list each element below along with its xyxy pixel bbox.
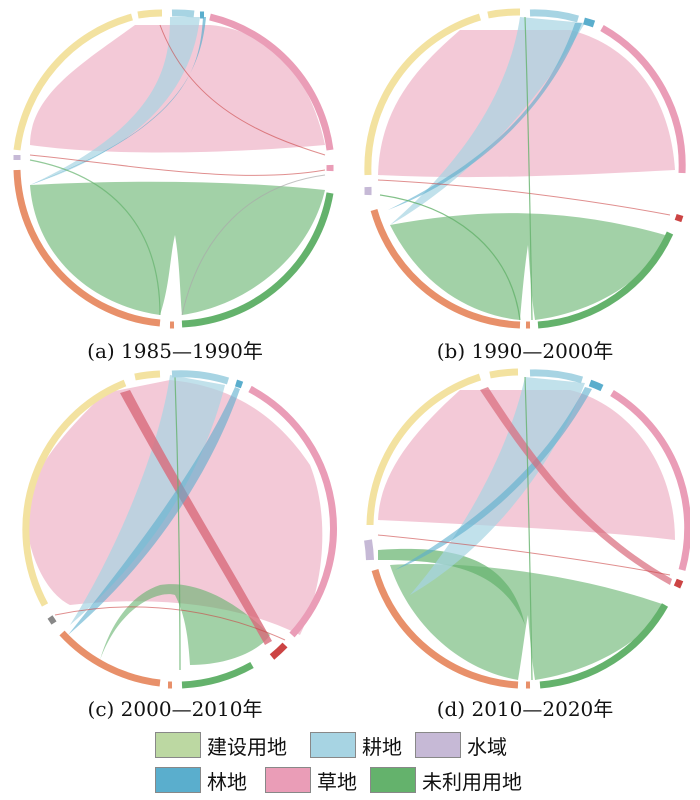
arc-build xyxy=(487,8,521,19)
arc-unused xyxy=(537,231,674,329)
legend-label-grass: 草地 xyxy=(317,769,357,794)
flow-unused xyxy=(100,584,270,665)
flow-line-2 xyxy=(524,16,533,321)
arc-pale xyxy=(366,373,482,526)
flow-line-2 xyxy=(174,376,181,671)
arc-pale xyxy=(13,13,133,151)
chord-diagram-b xyxy=(364,8,686,329)
flow-line-2 xyxy=(159,24,326,156)
arc-unused xyxy=(181,192,334,328)
flow-farm xyxy=(30,17,200,185)
flow-farm xyxy=(410,377,585,595)
arc-pale xyxy=(22,379,127,607)
arc-grass xyxy=(600,24,686,174)
legend-swatch-water xyxy=(415,732,461,758)
arc-orange xyxy=(370,209,521,329)
arc-build xyxy=(134,370,161,381)
legend-label-unused: 未利用用地 xyxy=(422,769,522,794)
arc-orange xyxy=(371,569,519,689)
arc-grass-small xyxy=(269,642,288,660)
flow-grass xyxy=(30,25,325,153)
arc-farm xyxy=(529,369,584,384)
legend-swatch-farm xyxy=(310,732,356,758)
arc-unused xyxy=(181,661,254,689)
caption-d: (d) 2010—2020年 xyxy=(436,697,614,721)
legend-label-build: 建设用地 xyxy=(207,734,287,759)
chord-panel-c xyxy=(10,365,340,695)
flow-unused xyxy=(390,564,665,680)
arc-forest xyxy=(588,379,604,392)
arc-grass xyxy=(610,390,690,571)
flow-farm xyxy=(390,17,585,225)
chord-panel-b xyxy=(360,5,690,335)
flow-unused xyxy=(390,213,665,320)
arc-farm xyxy=(171,370,230,385)
flow-unused xyxy=(30,181,325,315)
legend-swatch-grass xyxy=(265,767,311,793)
arc-orange xyxy=(59,630,161,687)
flow-line-1 xyxy=(377,179,671,216)
flow-line-3 xyxy=(29,159,161,316)
chord-panel-d xyxy=(360,365,690,695)
arc-pale xyxy=(364,13,482,176)
arc-grass-small xyxy=(674,213,684,223)
arc-farm xyxy=(529,9,579,23)
arc-grass xyxy=(209,13,334,151)
legend-item-build: 建设用地 xyxy=(155,730,287,760)
legend-item-grass: 草地 xyxy=(265,765,357,795)
flow-line-2 xyxy=(524,376,533,681)
flow-build xyxy=(378,548,525,625)
caption-a: (a) 1985—1990年 xyxy=(87,339,263,363)
arc-unused xyxy=(539,603,669,689)
arc-water xyxy=(364,539,374,561)
flow-red xyxy=(120,390,272,645)
flow-farm xyxy=(70,375,225,625)
arc-forest xyxy=(234,379,244,389)
chord-panel-a xyxy=(10,5,340,335)
flow-line-1 xyxy=(29,154,326,176)
flow-line-4 xyxy=(181,174,326,316)
arc-build xyxy=(489,368,519,379)
legend-label-water: 水域 xyxy=(467,734,507,759)
flow-line-1 xyxy=(54,606,286,641)
arc-grass xyxy=(248,385,337,638)
arc-orange xyxy=(13,169,161,327)
legend-swatch-build xyxy=(155,732,201,758)
legend-label-farm: 耕地 xyxy=(362,734,402,759)
legend-item-unused: 未利用用地 xyxy=(370,765,522,795)
arc-build xyxy=(137,9,163,19)
legend-swatch-unused xyxy=(370,767,416,793)
chord-diagram-c xyxy=(22,370,337,689)
arc-farm xyxy=(171,9,195,18)
arc-forest xyxy=(583,17,596,28)
legend-swatch-forest xyxy=(155,767,201,793)
caption-b: (b) 1990—2000年 xyxy=(436,339,614,363)
arc-water xyxy=(47,615,57,625)
caption-c: (c) 2000—2010年 xyxy=(87,697,263,721)
chord-diagram-a xyxy=(13,9,334,329)
flow-line-1 xyxy=(377,534,671,576)
arc-grass-small xyxy=(673,578,684,589)
flow-red xyxy=(480,387,672,585)
flow-line-3 xyxy=(379,194,521,321)
legend-item-farm: 耕地 xyxy=(310,730,402,760)
legend: 建设用地 耕地 水域 林地 草地 未利用用地 xyxy=(130,727,590,797)
legend-item-water: 水域 xyxy=(415,730,507,760)
chord-diagram-d xyxy=(364,368,690,689)
legend-label-forest: 林地 xyxy=(207,769,247,794)
legend-item-forest: 林地 xyxy=(155,765,247,795)
